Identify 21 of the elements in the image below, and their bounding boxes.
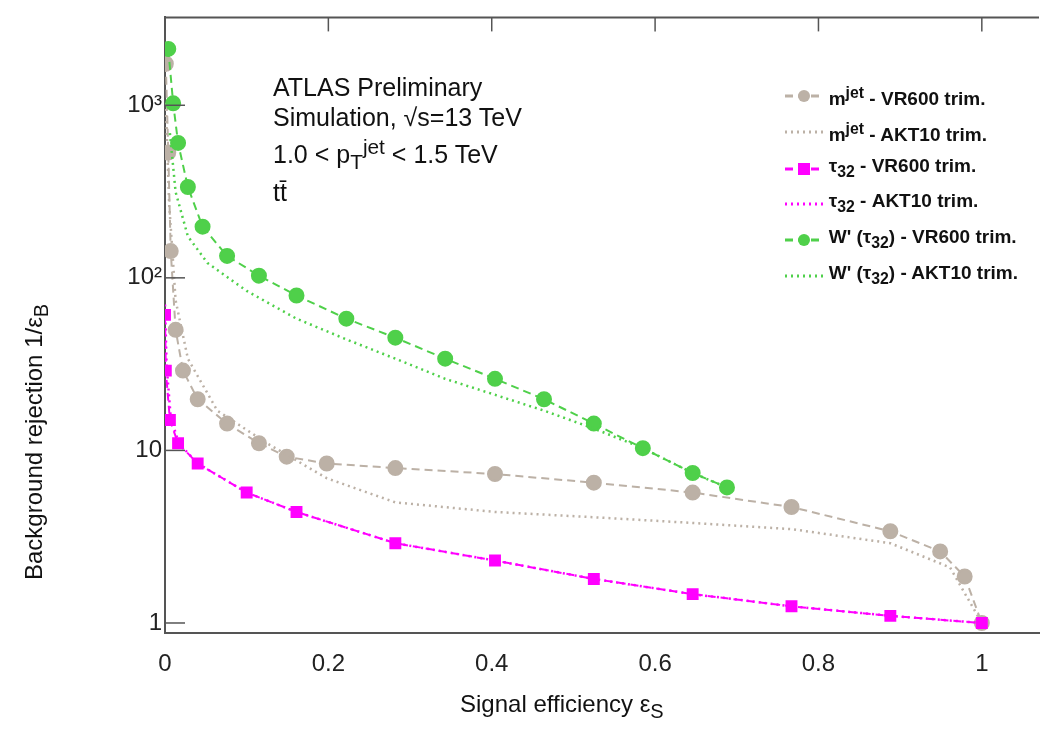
legend-label: τ$_{32}$ - VR600 trim. [828,153,977,182]
y-tick-label: 10² [127,262,163,290]
annotation: ATLAS Preliminary [273,72,484,102]
x-tick-label: 0.8 [801,649,836,677]
annotation: Simulation, √s=13 TeV [273,102,522,132]
y-tick-label: 1 [148,607,162,635]
x-tick-label: 0.6 [638,649,672,677]
annotation: 1.0 < p$_{T}$$^{jet}$ < 1.5 TeV [273,134,499,176]
legend-label: m$^{jet}$ - AKT10 trim. [828,119,987,148]
legend-label: m$^{jet}$ - VR600 trim. [828,83,986,112]
y-tick-label: 10 [135,435,162,463]
legend-label: τ$_{32}$ - AKT10 trim. [828,189,979,218]
x-axis-title: Signal efficiency ε$_{S}$ [460,690,664,723]
annotation: tt̄ [273,177,288,208]
x-tick-label: 0.2 [311,649,346,677]
y-tick-label: 10³ [127,89,163,117]
x-tick-label: 0.4 [475,649,509,677]
legend-label: W' (τ$_{32}$) - VR600 trim. [828,225,1017,254]
x-tick-label: 1 [975,649,989,677]
legend-label: W' (τ$_{32}$) - AKT10 trim. [828,261,1018,289]
x-tick-label: 0 [158,649,172,677]
